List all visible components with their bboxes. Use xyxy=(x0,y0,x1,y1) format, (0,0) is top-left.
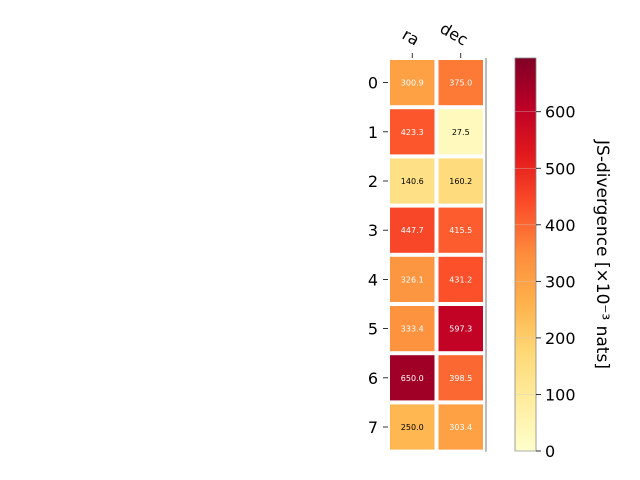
heatmap-cell xyxy=(388,353,437,403)
heatmap-cell xyxy=(436,402,485,452)
x-tick-label: ra xyxy=(399,25,423,50)
heatmap-cell-label: 303.4 xyxy=(449,423,472,432)
colorbar-tick-label: 0 xyxy=(545,442,555,461)
heatmap-cell xyxy=(388,254,437,305)
heatmap-cell-label: 160.2 xyxy=(449,177,472,186)
colorbar-tick-label: 500 xyxy=(545,159,576,178)
colorbar-tick-label: 300 xyxy=(545,272,576,291)
heatmap-cell-label: 300.9 xyxy=(401,79,424,88)
heatmap-cell xyxy=(436,304,485,354)
heatmap-cell-label: 650.0 xyxy=(401,374,424,383)
heatmap-cell-label: 375.0 xyxy=(449,79,472,88)
heatmap-cell-label: 250.0 xyxy=(401,423,424,432)
heatmap-cell-label: 597.3 xyxy=(449,325,472,334)
heatmap-cell xyxy=(436,107,485,157)
y-tick-label: 6 xyxy=(368,369,378,388)
heatmap-cell xyxy=(436,254,485,305)
heatmap-cell xyxy=(388,156,437,206)
y-tick-label: 5 xyxy=(368,320,378,339)
heatmap-cell-label: 447.7 xyxy=(401,226,424,235)
heatmap-cell xyxy=(436,58,485,108)
y-tick-label: 3 xyxy=(368,221,378,240)
y-axis: 0 1 2 3 4 5 6 7 xyxy=(368,74,388,437)
heatmap-cell xyxy=(388,205,437,255)
heatmap-cell-label: 326.1 xyxy=(401,275,424,284)
heatmap-cell xyxy=(436,205,485,255)
heatmap-cell xyxy=(388,304,437,354)
colorbar-tick-label: 100 xyxy=(545,385,576,404)
colorbar-tick-label: 200 xyxy=(545,329,576,348)
heatmap-cell-label: 431.2 xyxy=(449,275,472,284)
colorbar-gradient xyxy=(514,57,537,452)
colorbar-tick-label: 600 xyxy=(545,103,576,122)
y-tick-label: 2 xyxy=(368,172,378,191)
y-tick-label: 0 xyxy=(368,74,378,93)
heatmap-cell-label: 333.4 xyxy=(401,325,424,334)
heatmap-cells xyxy=(388,58,487,452)
y-tick-label: 7 xyxy=(368,418,378,437)
x-axis: ra dec xyxy=(399,19,471,58)
heatmap-cell xyxy=(388,58,437,108)
heatmap-cell-label: 415.5 xyxy=(449,226,472,235)
heatmap-cell-labels: 300.9 375.0 423.3 27.5 140.6 160.2 447.7 415.5 3… xyxy=(401,79,472,432)
heatmap-cell-label: 140.6 xyxy=(401,177,424,186)
colorbar-label: JS-divergence [×10⁻³ nats] xyxy=(592,139,612,369)
y-tick-label: 1 xyxy=(368,123,378,142)
heatmap-cell xyxy=(436,156,485,206)
x-tick-label: dec xyxy=(437,19,471,50)
heatmap-cell xyxy=(388,107,437,157)
heatmap-cell-label: 27.5 xyxy=(452,128,470,137)
heatmap-cell xyxy=(436,353,485,403)
heatmap-cell xyxy=(388,402,437,452)
colorbar-ticks: 0 100 200 300 400 500 600 xyxy=(515,103,576,461)
colorbar-tick-label: 400 xyxy=(545,216,576,235)
y-tick-label: 4 xyxy=(368,270,378,289)
colorbar: 0 100 200 300 400 500 600 JS-divergence [×10⁻³… xyxy=(514,57,612,461)
heatmap-cell-label: 398.5 xyxy=(449,374,472,383)
heatmap-cell-label: 423.3 xyxy=(401,128,424,137)
